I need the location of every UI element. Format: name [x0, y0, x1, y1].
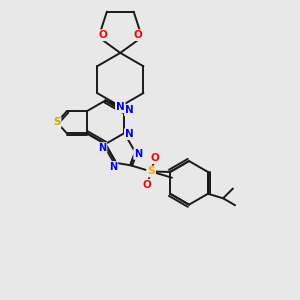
Text: O: O	[98, 30, 107, 40]
Text: N: N	[125, 105, 134, 116]
Text: N: N	[98, 143, 106, 153]
Text: S: S	[53, 117, 61, 127]
Text: N: N	[116, 102, 125, 112]
Text: O: O	[151, 153, 159, 163]
Text: O: O	[134, 30, 142, 40]
Text: S: S	[147, 167, 155, 176]
Text: N: N	[125, 129, 134, 139]
Text: N: N	[134, 149, 142, 159]
Text: O: O	[143, 180, 152, 190]
Text: N: N	[109, 162, 117, 172]
